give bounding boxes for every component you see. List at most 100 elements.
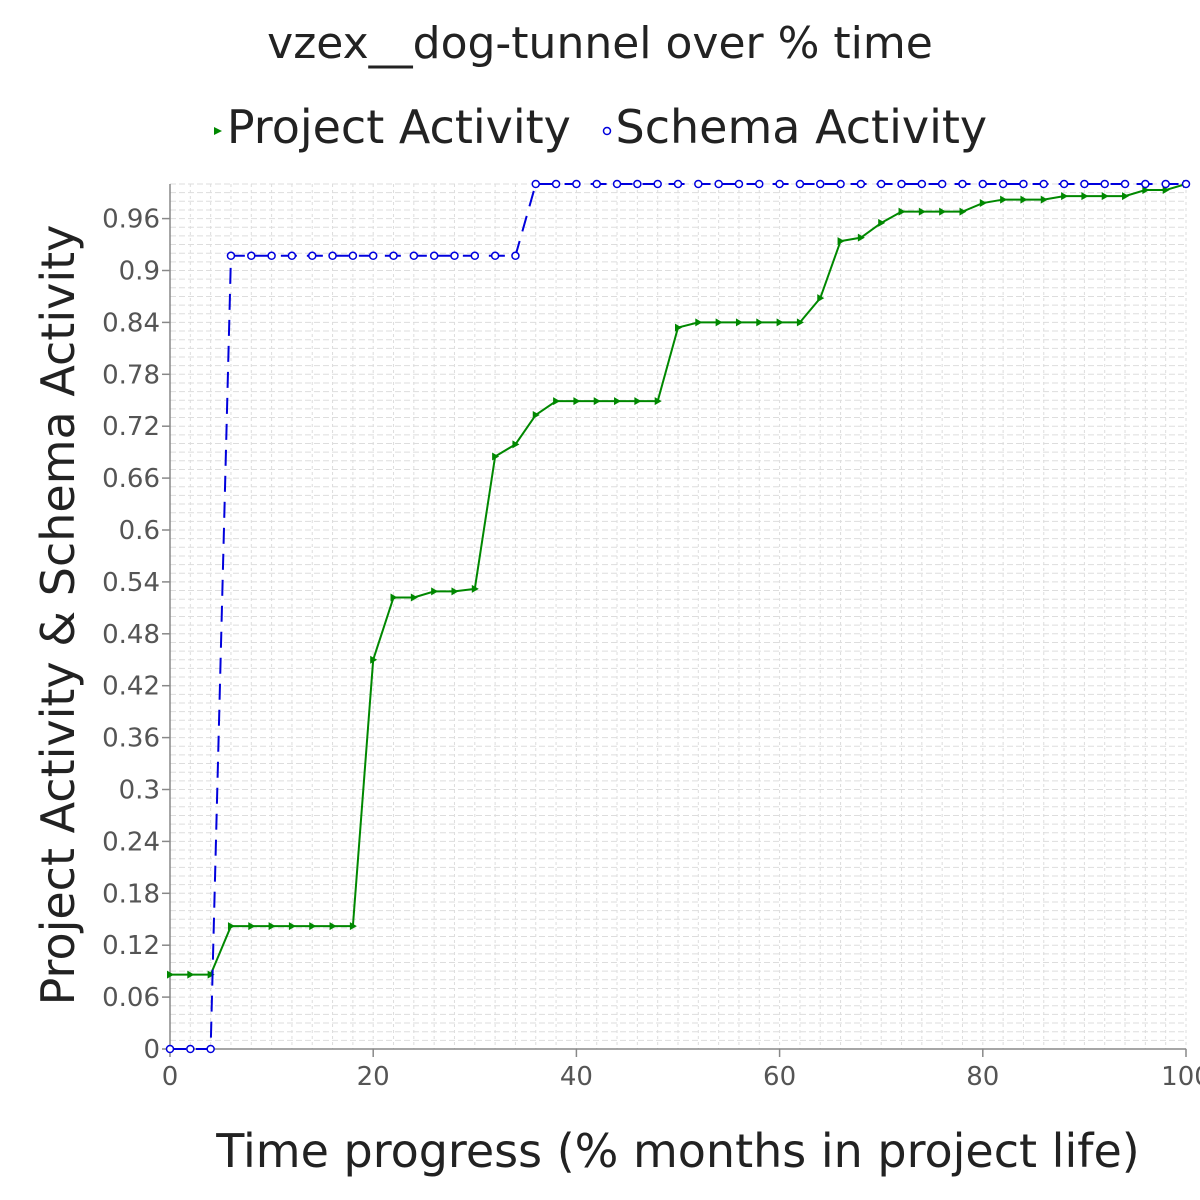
data-point-project-activity [431, 587, 439, 596]
data-point-schema-activity [978, 179, 988, 189]
data-point-project-activity [918, 207, 926, 216]
x-tick-label: 20 [357, 1062, 390, 1092]
y-tick-label: 0.72 [102, 412, 160, 442]
data-point-schema-activity [1120, 179, 1130, 189]
data-point-project-activity [1040, 195, 1048, 204]
data-point-project-activity [512, 440, 520, 449]
data-point-schema-activity [348, 251, 358, 261]
data-point-project-activity [593, 397, 601, 406]
y-tick-label: 0.48 [102, 620, 160, 650]
data-point-schema-activity [572, 179, 581, 189]
axes [162, 184, 1187, 1057]
data-point-project-activity [410, 593, 418, 602]
legend: Project Activity Schema Activity [0, 100, 1200, 154]
data-point-project-activity [1081, 192, 1089, 201]
data-point-project-activity [1000, 195, 1008, 204]
y-tick-label: 0.66 [102, 464, 160, 494]
data-point-project-activity [796, 318, 804, 327]
series-layer [165, 179, 1191, 1054]
legend-entry-project-activity: Project Activity [213, 100, 571, 154]
data-point-project-activity [349, 922, 357, 931]
triangle-marker-icon [213, 126, 222, 135]
data-point-schema-activity [998, 179, 1008, 189]
data-point-schema-activity [1181, 179, 1191, 189]
data-point-project-activity [248, 922, 256, 931]
data-point-project-activity [1020, 195, 1028, 204]
data-point-project-activity [288, 922, 296, 931]
data-point-project-activity [207, 970, 215, 979]
data-point-project-activity [675, 323, 682, 332]
data-point-project-activity [695, 318, 703, 327]
x-tick-label: 60 [763, 1062, 796, 1092]
data-point-schema-activity [795, 179, 805, 189]
data-point-schema-activity [897, 179, 906, 189]
data-point-schema-activity [1039, 179, 1049, 189]
legend-label-project-activity: Project Activity [226, 100, 571, 154]
data-point-project-activity [451, 587, 459, 596]
data-point-schema-activity [307, 251, 317, 261]
y-tick-label: 0.96 [102, 205, 160, 235]
legend-label-schema-activity: Schema Activity [615, 100, 988, 154]
data-point-schema-activity [694, 179, 703, 189]
y-axis-title: Project Activity & Schema Activity [31, 225, 85, 1006]
data-point-schema-activity [186, 1044, 195, 1054]
data-point-schema-activity [470, 251, 480, 261]
data-point-schema-activity [389, 251, 398, 261]
data-point-project-activity [390, 593, 398, 602]
data-point-project-activity [167, 970, 174, 979]
data-point-schema-activity [856, 179, 866, 189]
data-point-project-activity [614, 397, 622, 406]
data-point-project-activity [492, 452, 500, 461]
data-point-project-activity [898, 207, 906, 216]
data-point-project-activity [573, 397, 581, 406]
data-point-project-activity [756, 318, 764, 327]
x-tick-label: 0 [162, 1062, 179, 1092]
data-point-project-activity [837, 237, 845, 246]
data-point-schema-activity [714, 179, 723, 189]
data-point-schema-activity [734, 179, 744, 189]
data-point-schema-activity [958, 179, 967, 189]
y-tick-label: 0.42 [102, 672, 160, 702]
y-tick-label: 0.18 [102, 879, 160, 909]
data-point-project-activity [959, 207, 967, 216]
data-point-project-activity [227, 922, 235, 931]
legend-entry-schema-activity: Schema Activity [602, 100, 988, 154]
data-point-schema-activity [775, 179, 784, 189]
data-point-schema-activity [287, 251, 297, 261]
data-point-schema-activity [755, 179, 764, 189]
data-point-project-activity [268, 922, 276, 931]
data-point-project-activity [735, 318, 743, 327]
data-point-schema-activity [165, 1044, 175, 1054]
circle-marker-icon [602, 126, 611, 135]
data-point-project-activity [817, 294, 825, 303]
data-point-schema-activity [328, 251, 337, 261]
data-point-schema-activity [1080, 179, 1089, 189]
data-point-schema-activity [409, 251, 419, 261]
data-point-schema-activity [531, 179, 541, 189]
data-point-schema-activity [815, 179, 825, 189]
data-point-project-activity [471, 584, 479, 593]
data-point-schema-activity [1019, 179, 1028, 189]
y-tick-label: 0.9 [119, 257, 160, 287]
data-point-schema-activity [368, 251, 378, 261]
data-point-schema-activity [226, 251, 236, 261]
data-point-schema-activity [592, 179, 601, 189]
data-point-project-activity [1101, 192, 1109, 201]
y-tick-label: 0.12 [102, 931, 160, 961]
x-axis-title: Time progress (% months in project life) [215, 1124, 1139, 1178]
data-point-project-activity [715, 318, 723, 327]
data-point-schema-activity [1100, 179, 1109, 189]
data-point-schema-activity [551, 179, 561, 189]
data-point-project-activity [1061, 192, 1069, 201]
data-point-schema-activity [429, 251, 439, 261]
data-point-schema-activity [450, 251, 459, 261]
data-point-project-activity [370, 655, 378, 664]
chart-title: vzex__dog-tunnel over % time [267, 18, 933, 69]
y-tick-label: 0.3 [119, 776, 160, 806]
data-point-schema-activity [673, 179, 683, 189]
data-point-schema-activity [937, 179, 947, 189]
data-point-project-activity [1122, 192, 1130, 201]
data-point-schema-activity [1059, 179, 1069, 189]
data-point-project-activity [979, 199, 987, 208]
data-point-schema-activity [247, 251, 256, 261]
